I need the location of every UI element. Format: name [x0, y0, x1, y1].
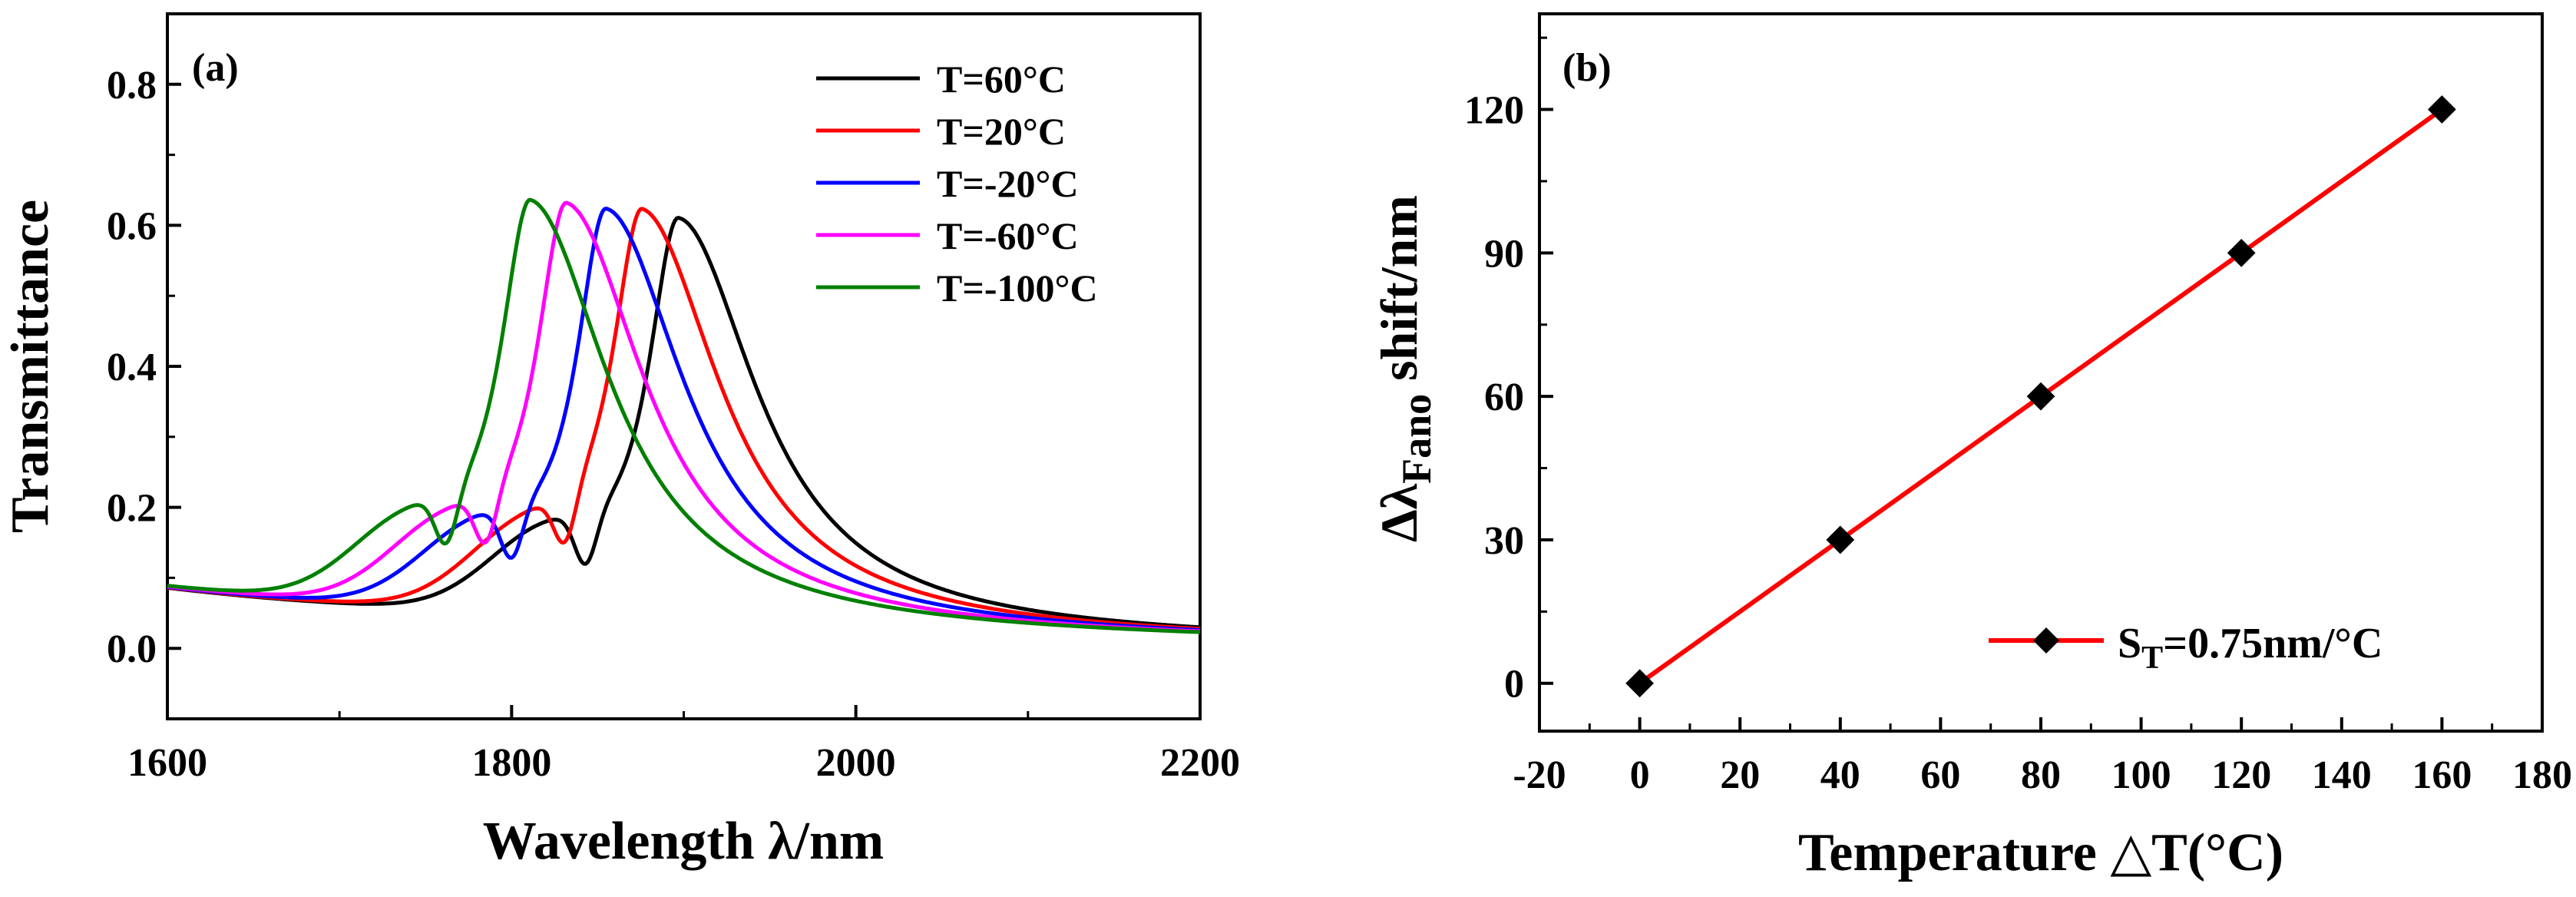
panel-b-legend-text-sub: T: [2141, 640, 2163, 676]
panel-a-x-tick-label: 2000: [816, 741, 896, 785]
panel-b-y-tick-label: 0: [1504, 663, 1524, 707]
panel-b-data-point: [1826, 525, 1855, 554]
panel-b-x-tick-label: 80: [2021, 753, 2061, 797]
panel-a-transmittance-chart: 1600 1800 2000 2200 0.0 0.2 0.4 0.6 0.8 (a) Wav…: [1, 12, 1240, 871]
panel-a-y-ticks: 0.0 0.2 0.4 0.6 0.8: [107, 12, 181, 720]
panel-b-legend-text-main: S: [2118, 620, 2141, 667]
panel-b-x-tick-label: 20: [1720, 753, 1760, 797]
panel-a-label: (a): [192, 46, 239, 90]
panel-b-y-tick-label: 30: [1484, 519, 1524, 563]
panel-a-x-ticks: 1600 1800 2000 2200: [127, 705, 1240, 785]
panel-b-x-tick-label: 0: [1630, 753, 1650, 797]
panel-a-x-tick-label: 1800: [471, 741, 551, 785]
panel-b-legend-text-rest: =0.75nm/°C: [2163, 620, 2383, 667]
panel-b-label: (b): [1562, 46, 1612, 90]
panel-b-series: [1625, 95, 2456, 698]
panel-a-y-tick-label: 0.8: [107, 64, 157, 108]
panel-b-y-ticks: 0 30 60 90 120: [1464, 36, 1553, 707]
panel-a-series-line-2: [167, 206, 1201, 632]
panel-b-y-axis-label-sub: Fano: [1394, 394, 1440, 484]
panel-a-legend-text: T=-100°C: [937, 266, 1098, 309]
panel-b-legend-marker: [2033, 627, 2059, 654]
panel-b-x-tick-label: 160: [2412, 753, 2472, 797]
panel-b-x-tick-label: -20: [1513, 753, 1566, 797]
panel-b-x-axis-label: Temperature △T(°C): [1798, 823, 2283, 882]
panel-a-legend-text: T=-60°C: [937, 214, 1079, 257]
panel-a-x-axis-label: Wavelength λ/nm: [483, 812, 884, 871]
panel-b-data-point: [2428, 95, 2456, 124]
panel-a-y-tick-label: 0.2: [107, 487, 157, 531]
panel-b-data-point: [2227, 238, 2256, 267]
panel-a-legend-text: T=-20°C: [937, 162, 1079, 205]
panel-a-y-axis-label: Transmittance: [1, 200, 60, 533]
panel-b-y-tick-label: 120: [1464, 89, 1524, 133]
panel-a-x-tick-label: 2200: [1160, 741, 1240, 785]
panel-b-x-ticks: -20 0 20 40 60 80 100 120 140 160 180: [1513, 717, 2572, 797]
panel-a-legend-text: T=20°C: [937, 110, 1066, 153]
panel-b-x-tick-label: 120: [2211, 753, 2271, 797]
panel-a-y-tick-label: 0.0: [107, 627, 157, 671]
panel-b-legend-text: ST=0.75nm/°C: [2118, 620, 2383, 676]
panel-a-y-tick-label: 0.6: [107, 204, 157, 248]
panel-a-y-tick-label: 0.4: [107, 346, 157, 389]
panel-a-series-lines: [167, 197, 1201, 634]
panel-a-series-line-4: [167, 197, 1201, 634]
panel-b-y-axis-label: ΔλFano shift/nm: [1370, 195, 1440, 542]
panel-b-y-axis-label-rest: shift/nm: [1370, 195, 1428, 394]
panel-b-legend: ST=0.75nm/°C: [1989, 620, 2383, 676]
panel-b-data-point: [1625, 669, 1654, 698]
panel-a-x-tick-label: 1600: [127, 741, 207, 785]
panel-b-x-tick-label: 100: [2111, 753, 2171, 797]
panel-a-legend-text: T=60°C: [937, 58, 1066, 101]
panel-a-series-line-1: [167, 207, 1201, 631]
panel-b-x-tick-label: 40: [1820, 753, 1860, 797]
panel-b-x-tick-label: 180: [2512, 753, 2572, 797]
panel-b-fano-shift-chart: -20 0 20 40 60 80 100 120 140 160 180 0 30 60 90 120 (…: [1370, 12, 2572, 882]
panel-b-plot-frame: [1538, 12, 2544, 733]
panel-a-series-line-3: [167, 200, 1201, 634]
panel-b-y-tick-label: 60: [1484, 376, 1524, 419]
panel-b-x-tick-label: 60: [1920, 753, 1960, 797]
panel-b-y-axis-label-main: Δλ: [1370, 483, 1428, 542]
panel-a-legend: T=60°C T=20°C T=-20°C T=-60°C T=-100°C: [816, 58, 1098, 309]
panel-b-x-tick-label: 140: [2312, 753, 2372, 797]
panel-b-y-tick-label: 90: [1484, 232, 1524, 276]
